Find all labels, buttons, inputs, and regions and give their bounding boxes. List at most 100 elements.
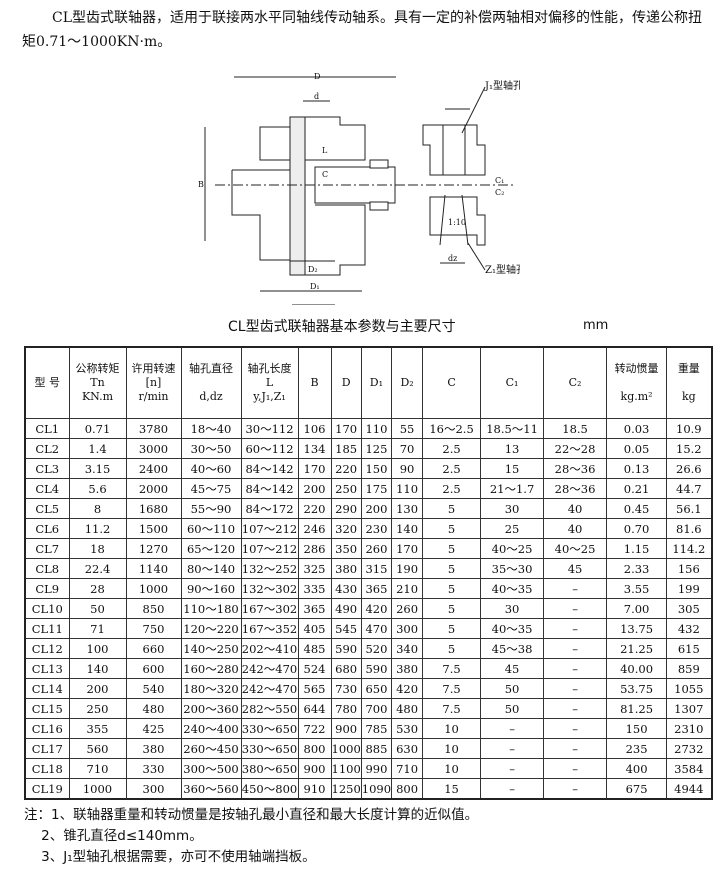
- table-cell: 300～500: [180, 758, 242, 779]
- table-cell: 330: [125, 758, 182, 779]
- dim-d-label: d: [314, 92, 319, 101]
- table-cell: 40～25: [543, 538, 608, 559]
- table-cell: CL7: [24, 538, 70, 559]
- table-cell: 18～40: [180, 418, 242, 439]
- dim-D1-label: D₁: [310, 282, 320, 291]
- table-cell: 615: [666, 638, 713, 659]
- table-cell: 100: [68, 638, 127, 659]
- table-cell: –: [480, 778, 545, 800]
- table-cell: 250: [68, 698, 127, 719]
- column-header: 公称转矩 Tn KN.m: [68, 346, 127, 419]
- table-cell: 480: [125, 698, 182, 719]
- z1-bore-label: Z₁型轴孔: [485, 263, 520, 276]
- table-cell: 360～560: [180, 778, 242, 800]
- table-cell: 1.4: [68, 438, 127, 459]
- table-cell: 335: [297, 578, 332, 599]
- table-cell: 3000: [125, 438, 182, 459]
- table-cell: 200: [297, 478, 332, 499]
- table-cell: 710: [391, 758, 424, 779]
- table-cell: 430: [330, 578, 362, 599]
- table-cell: 55: [391, 418, 424, 439]
- table-cell: 170: [391, 538, 424, 559]
- column-header: D: [330, 346, 362, 419]
- table-cell: 40～25: [480, 538, 545, 559]
- table-cell: 630: [391, 738, 424, 759]
- table-cell: 71: [68, 618, 127, 639]
- table-cell: 660: [125, 638, 182, 659]
- table-cell: 30: [480, 498, 545, 519]
- table-cell: 420: [391, 678, 424, 699]
- table-cell: 40.00: [606, 658, 668, 679]
- table-cell: 470: [360, 618, 393, 639]
- table-cell: –: [543, 578, 608, 599]
- table-cell: 140: [391, 518, 424, 539]
- table-cell: –: [543, 738, 608, 759]
- table-cell: 1055: [666, 678, 713, 699]
- table-cell: 305: [666, 598, 713, 619]
- table-cell: 40～35: [480, 618, 545, 639]
- table-cell: 90～160: [180, 578, 242, 599]
- table-cell: 170: [330, 418, 362, 439]
- table-row: CL9 28 1000 90～160 132～302 335 430 365 210 5 40～35…: [24, 578, 713, 599]
- dim-L-label: L: [322, 146, 328, 155]
- table-cell: –: [543, 758, 608, 779]
- column-header: C₁: [480, 346, 545, 419]
- table-cell: CL17: [24, 738, 70, 759]
- table-cell: 18.5～11: [480, 418, 545, 439]
- table-cell: 56.1: [666, 498, 713, 519]
- table-cell: 365: [297, 598, 332, 619]
- table-cell: CL13: [24, 658, 70, 679]
- table-cell: 21.25: [606, 638, 668, 659]
- note-2: 2、锥孔直径d≤140mm。: [24, 828, 203, 844]
- table-cell: 590: [330, 638, 362, 659]
- table-cell: 134: [297, 438, 332, 459]
- table-cell: 260～450: [180, 738, 242, 759]
- table-cell: 15: [422, 778, 482, 800]
- column-header: 转动惯量 kg.m²: [606, 346, 668, 419]
- table-cell: 70: [391, 438, 424, 459]
- table-cell: 3.15: [68, 458, 127, 479]
- table-row: CL18 710 330 300～500 380～650 900 1100 990 710 10–…: [24, 758, 713, 779]
- table-cell: 785: [360, 718, 393, 739]
- table-cell: 990: [360, 758, 393, 779]
- table-cell: 2.5: [422, 438, 482, 459]
- table-cell: 13.75: [606, 618, 668, 639]
- table-cell: 10.9: [666, 418, 713, 439]
- table-cell: 600: [125, 658, 182, 679]
- table-cell: 5: [422, 638, 482, 659]
- table-cell: 81.6: [666, 518, 713, 539]
- table-cell: 30: [480, 598, 545, 619]
- table-cell: 405: [297, 618, 332, 639]
- table-cell: 730: [330, 678, 362, 699]
- table-cell: –: [543, 778, 608, 800]
- table-cell: 545: [330, 618, 362, 639]
- table-row: CL7 18 1270 65～120 107～212 286 350 260 170 5 40～25…: [24, 538, 713, 559]
- table-cell: 5: [422, 598, 482, 619]
- table-cell: 7.5: [422, 698, 482, 719]
- table-cell: 210: [391, 578, 424, 599]
- table-cell: 150: [606, 718, 668, 739]
- dim-C-label: C: [322, 170, 328, 179]
- table-cell: 286: [297, 538, 332, 559]
- table-cell: 565: [297, 678, 332, 699]
- table-cell: 110: [360, 418, 393, 439]
- table-cell: 84～142: [240, 458, 299, 479]
- table-cell: 185: [330, 438, 362, 459]
- table-cell: CL9: [24, 578, 70, 599]
- table-cell: 300: [391, 618, 424, 639]
- table-cell: 380～650: [240, 758, 299, 779]
- table-cell: 25: [480, 518, 545, 539]
- table-row: CL4 5.6 2000 45～75 84～142 200 250 175 110 2.5 21～1…: [24, 478, 713, 499]
- table-cell: 55～90: [180, 498, 242, 519]
- table-cell: 60～112: [240, 438, 299, 459]
- table-cell: 260: [391, 598, 424, 619]
- table-cell: 40: [543, 518, 608, 539]
- table-cell: 380: [125, 738, 182, 759]
- table-cell: –: [543, 718, 608, 739]
- column-header: 轴孔长度 L y,J₁,Z₁: [240, 346, 299, 419]
- table-cell: 3584: [666, 758, 713, 779]
- table-cell: 190: [391, 558, 424, 579]
- table-cell: 1000: [125, 578, 182, 599]
- table-cell: 380: [391, 658, 424, 679]
